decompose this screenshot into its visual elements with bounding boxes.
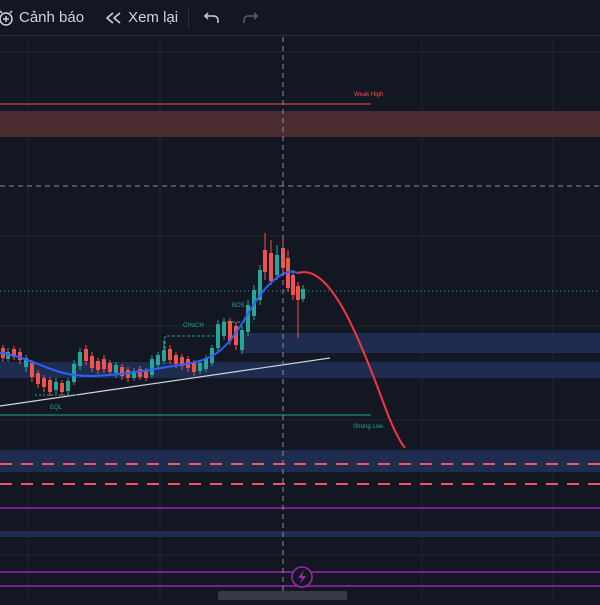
moving-average-line <box>0 270 299 377</box>
bos-label: BOS <box>232 303 245 309</box>
alert-label: Cảnh báo <box>19 9 85 26</box>
horizontal-scrollbar[interactable] <box>218 591 347 600</box>
demand-zone-upper <box>240 333 600 353</box>
supply-zone <box>0 111 600 137</box>
candlesticks <box>1 233 305 397</box>
choch-line <box>164 335 214 349</box>
choch-label: CHoCH <box>183 323 204 329</box>
weak-high-label: Weak High <box>354 92 383 98</box>
rewind-icon <box>105 11 122 25</box>
undo-button[interactable] <box>203 0 221 36</box>
alert-button[interactable]: Cảnh báo <box>0 0 84 36</box>
redo-icon <box>241 11 259 25</box>
trendline <box>0 357 331 407</box>
price-chart[interactable]: Weak High Strong Low CHoCH BOS EQL <box>0 37 600 600</box>
demand-zone-bottom <box>0 450 600 472</box>
replay-button[interactable]: Xem lại <box>105 0 178 36</box>
undo-icon <box>203 11 221 25</box>
lightning-icon <box>298 570 306 584</box>
quick-trade-button[interactable] <box>291 566 313 588</box>
top-toolbar: Cảnh báo Xem lại <box>0 0 600 36</box>
replay-label: Xem lại <box>128 9 179 26</box>
toolbar-divider <box>188 6 190 29</box>
alarm-clock-plus-icon <box>0 8 14 28</box>
strong-low-label: Strong Low <box>353 424 384 430</box>
demand-zone-thin <box>0 531 600 537</box>
eql-label: EQL <box>50 405 63 411</box>
chart-canvas: Weak High Strong Low CHoCH BOS EQL <box>0 37 600 600</box>
projection-curve <box>297 271 406 449</box>
redo-button[interactable] <box>241 0 259 36</box>
